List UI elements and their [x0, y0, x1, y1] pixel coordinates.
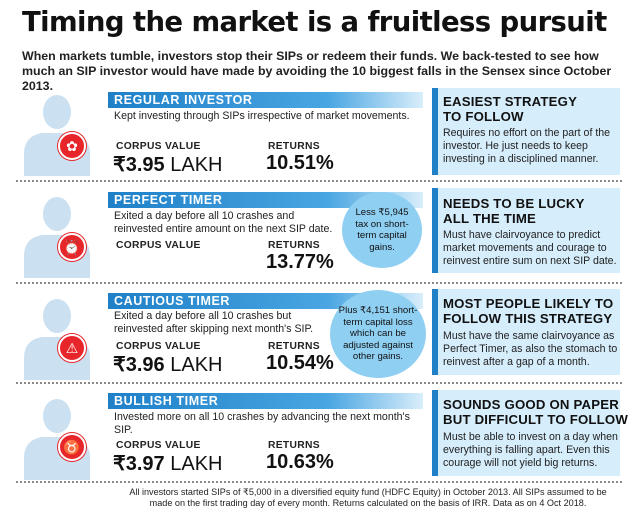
corpus-unit: LAKH	[170, 453, 223, 475]
title-bar	[108, 192, 423, 208]
panel-text: Must have clairvoyance to predict market…	[443, 229, 617, 267]
warning-icon: ⚠	[58, 334, 86, 362]
investor-description: Invested more on all 10 crashes by advan…	[114, 411, 410, 436]
investor-title: PERFECT TIMER	[114, 193, 223, 207]
person-icon	[24, 299, 90, 380]
panel-text: Requires no effort on the part of the in…	[443, 127, 611, 165]
strategy-panel	[432, 88, 620, 175]
returns-value: 13.77%	[266, 251, 334, 273]
person-icon	[24, 95, 90, 176]
investor-title: BULLISH TIMER	[114, 394, 219, 408]
footnote: All investors started SIPs of ₹5,000 in …	[129, 487, 607, 508]
person-icon	[24, 197, 90, 278]
panel-text: Must have the same clairvoyance as Perfe…	[443, 330, 618, 368]
investor-description: Exited a day before all 10 crashes and r…	[114, 210, 333, 235]
bull-icon: ♉	[58, 433, 86, 461]
rupee-symbol: ₹	[113, 154, 126, 176]
corpus-label: CORPUS VALUE	[116, 341, 201, 352]
rupee-symbol: ₹	[113, 354, 126, 376]
person-icon	[24, 399, 90, 480]
row-separator	[16, 282, 622, 284]
strategy-panel	[432, 289, 620, 375]
panel-title: SOUNDS GOOD ON PAPER BUT DIFFICULT TO FO…	[443, 397, 629, 427]
title-bar	[108, 393, 423, 409]
corpus-value: ₹3.95 LAKH	[113, 152, 222, 177]
corpus-amount: 3.95	[125, 154, 165, 176]
returns-label: RETURNS	[268, 141, 320, 152]
row-separator	[16, 382, 622, 384]
tax-note-bubble: Less ₹5,945 tax on short-term capital ga…	[342, 192, 422, 268]
returns-label: RETURNS	[268, 240, 320, 251]
row-separator	[16, 481, 622, 483]
strategy-panel	[432, 188, 620, 273]
corpus-amount: 3.96	[125, 354, 165, 376]
corpus-unit: LAKH	[170, 354, 223, 376]
corpus-label: CORPUS VALUE	[116, 440, 201, 451]
title-bar	[108, 92, 423, 108]
investor-description: Kept investing through SIPs irrespective…	[114, 110, 410, 122]
panel-title: EASIEST STRATEGY TO FOLLOW	[443, 94, 578, 124]
corpus-label: CORPUS VALUE	[116, 240, 201, 251]
investor-title: REGULAR INVESTOR	[114, 93, 253, 107]
returns-value: 10.54%	[266, 352, 334, 374]
corpus-amount: 3.97	[125, 453, 165, 475]
panel-title: MOST PEOPLE LIKELY TO FOLLOW THIS STRATE…	[443, 296, 614, 326]
corpus-unit: LAKH	[170, 154, 223, 176]
row-separator	[16, 180, 622, 182]
panel-title: NEEDS TO BE LUCKY ALL THE TIME	[443, 196, 585, 226]
returns-value: 10.51%	[266, 152, 334, 174]
corpus-value: ₹3.97 LAKH	[113, 451, 222, 476]
investor-title: CAUTIOUS TIMER	[114, 294, 231, 308]
returns-value: 10.63%	[266, 451, 334, 473]
rupee-symbol: ₹	[113, 453, 126, 475]
capital-loss-bubble: Plus ₹4,151 short-term capital loss whic…	[330, 290, 426, 378]
corpus-value: ₹3.96 LAKH	[113, 352, 222, 377]
corpus-label: CORPUS VALUE	[116, 141, 201, 152]
rose-icon: ✿	[58, 132, 86, 160]
panel-text: Must be able to invest on a day when eve…	[443, 431, 618, 469]
headline: Timing the market is a fruitless pursuit	[22, 6, 607, 38]
intro-text: When markets tumble, investors stop thei…	[22, 49, 612, 93]
returns-label: RETURNS	[268, 440, 320, 451]
returns-label: RETURNS	[268, 341, 320, 352]
strategy-panel	[432, 390, 620, 476]
alarm-clock-icon: ⏰	[58, 233, 86, 261]
investor-description: Exited a day before all 10 crashes but r…	[114, 310, 314, 335]
